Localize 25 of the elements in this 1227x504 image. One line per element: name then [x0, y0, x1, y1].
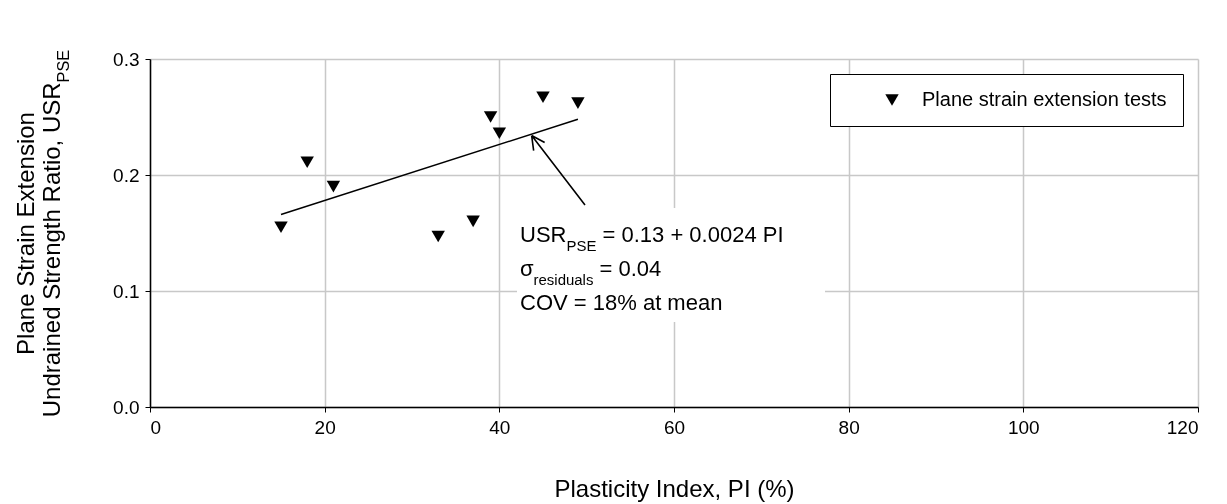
point: [300, 156, 314, 169]
annotation: USR$_{PSE}$ = 0.13 + 0.0024 PI: [520, 222, 784, 254]
annotation: σ$_{residuals}$ = 0.04: [520, 256, 662, 288]
x-tick-label: 20: [314, 416, 336, 438]
x-tick-label: 0: [150, 416, 162, 438]
point: [466, 215, 480, 228]
annotation: COV = 18% at mean: [520, 290, 723, 315]
point: [492, 127, 507, 140]
point: [571, 97, 585, 109]
y-tick-label: 0.0: [113, 396, 140, 418]
point: [431, 230, 445, 243]
legend-label: Plane strain extension tests: [922, 88, 1167, 110]
point: [326, 180, 341, 193]
x-tick-label: 60: [663, 416, 686, 438]
point: [274, 221, 288, 234]
y-tick-label: 0.3: [113, 48, 140, 70]
point: [483, 111, 498, 123]
x-tick-label: 40: [489, 416, 511, 438]
x-tick-label: 100: [1007, 416, 1040, 438]
x-tick-label: 120: [1166, 416, 1199, 438]
y-tick-label: 0.2: [113, 164, 140, 186]
y-tick-label: 0.1: [113, 280, 140, 302]
point: [536, 91, 550, 104]
x-axis-title: Plasticity Index, PI (%): [554, 474, 795, 502]
x-tick-label: 80: [838, 416, 860, 438]
